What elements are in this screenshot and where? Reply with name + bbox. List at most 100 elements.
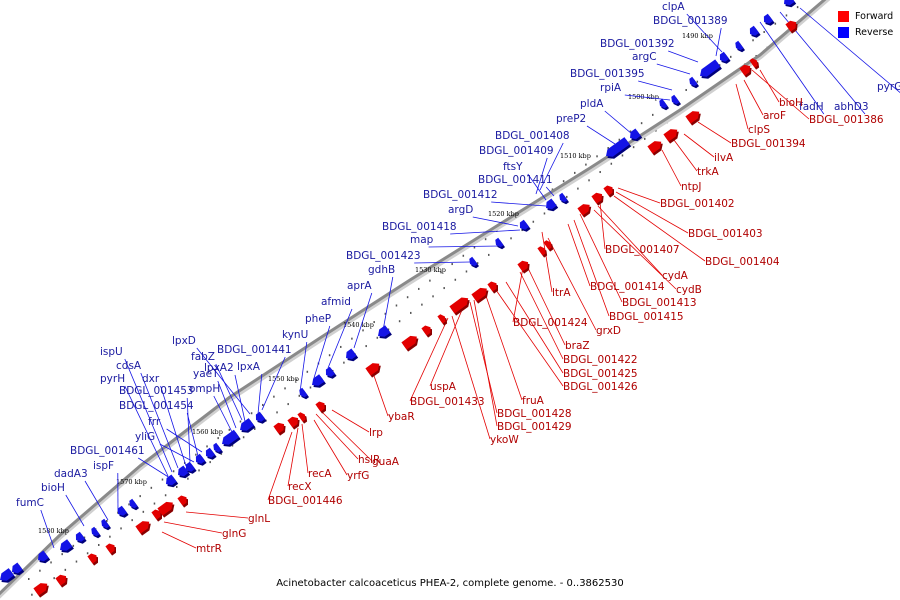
gene-labels: pyrG abhD3 fadH clpA BDGL_001389 BDGL_001392a… (16, 1, 900, 555)
forward-gene-label: ybaR (388, 411, 415, 423)
tick-mark-lower (31, 593, 33, 596)
forward-gene-arrow (401, 335, 417, 350)
tick-mark-upper (440, 271, 442, 274)
reverse-connector (124, 358, 173, 473)
reverse-gene-label: ftsY (503, 161, 523, 173)
reverse-connector (472, 216, 519, 227)
scale-label: 1580 kbp (38, 527, 69, 535)
tick-mark-lower (98, 543, 100, 546)
reverse-gene-arrow (312, 374, 325, 386)
tick-mark-upper (462, 254, 465, 257)
forward-connector (505, 281, 564, 374)
tick-mark-lower (187, 477, 189, 480)
tick-mark-upper (418, 287, 420, 290)
forward-gene-arrow (87, 553, 97, 564)
reverse-connector (160, 385, 187, 467)
tick-mark-lower (298, 394, 301, 397)
reverse-connector (299, 341, 308, 393)
reverse-gene-arrow (213, 442, 222, 453)
reverse-gene-arrow (195, 453, 206, 464)
tick-mark-upper (128, 503, 130, 506)
tick-mark-upper (406, 296, 409, 299)
tick-mark-upper (763, 30, 765, 33)
tick-mark-upper (161, 478, 164, 481)
reverse-swatch (838, 26, 849, 38)
reverse-gene-label: BDGL_001389 (653, 15, 728, 27)
forward-gene-label: mtrR (196, 543, 222, 555)
reverse-gene-label: lpxA (237, 361, 261, 373)
forward-connector (301, 423, 309, 474)
scale-label: 1520 kbp (488, 210, 519, 218)
forward-gene-arrow (537, 246, 546, 256)
reverse-gene-label: frr (148, 416, 161, 428)
forward-connector (495, 289, 564, 387)
tick-mark-lower (532, 220, 535, 223)
tick-mark-upper (150, 486, 153, 489)
reverse-gene-label: BDGL_001453 (119, 385, 194, 397)
tick-mark-lower (543, 212, 546, 215)
forward-gene-arrow (471, 287, 487, 302)
reverse-gene-arrow (205, 447, 216, 458)
reverse-gene-label: ispF (93, 460, 114, 472)
tick-mark-upper (774, 22, 777, 25)
reverse-gene-arrow (166, 474, 177, 486)
reverse-connector (668, 50, 699, 63)
tick-mark-upper (607, 147, 609, 150)
tick-mark-upper (306, 370, 309, 373)
forward-connector (599, 201, 606, 250)
forward-gene-arrow (421, 325, 431, 336)
tick-mark-lower (644, 137, 646, 140)
forward-gene-label: guaA (372, 456, 400, 468)
reverse-gene-arrow (75, 531, 86, 542)
tick-mark-lower (465, 270, 468, 273)
tick-mark-lower (421, 303, 423, 306)
forward-gene-label: ntpJ (681, 181, 702, 193)
forward-connector (451, 315, 491, 440)
tick-mark-upper (106, 519, 108, 522)
forward-gene-label: cydB (676, 284, 702, 296)
forward-connector (751, 69, 810, 120)
reverse-connector (656, 63, 691, 75)
reverse-gene-arrow (606, 137, 630, 157)
tick-mark-upper (273, 395, 275, 398)
tick-mark-upper (72, 544, 75, 547)
reverse-gene-label: abhD3 (834, 101, 869, 113)
reverse-connector (686, 13, 723, 53)
tick-mark-upper (551, 188, 554, 191)
forward-connector (613, 195, 706, 262)
tick-mark-lower (176, 485, 178, 488)
tick-mark-upper (139, 495, 141, 498)
reverse-connector (40, 509, 55, 549)
reverse-connector (527, 173, 547, 201)
tick-mark-upper (340, 345, 342, 348)
forward-connector (409, 317, 449, 402)
reverse-gene-arrow (38, 550, 49, 562)
reverse-connector (257, 373, 263, 415)
tick-mark-lower (242, 436, 245, 439)
reverse-gene-arrow (299, 387, 308, 398)
reverse-gene-label: BDGL_001418 (382, 221, 457, 233)
reverse-connector (186, 397, 191, 463)
tick-mark-lower (120, 527, 122, 530)
forward-connector (267, 431, 293, 501)
forward-gene-arrow (437, 314, 446, 324)
forward-gene-arrow (449, 297, 469, 314)
tick-mark-lower (309, 386, 312, 389)
forward-gene-arrow (33, 583, 48, 596)
tick-mark-upper (195, 453, 197, 456)
reverse-connector (217, 380, 237, 429)
genome-caption: Acinetobacter calcoaceticus PHEA-2, comp… (276, 578, 624, 589)
reverse-gene-label: pldA (580, 98, 604, 110)
reverse-connector (213, 395, 233, 433)
legend: Forward Reverse (838, 8, 893, 40)
forward-swatch (838, 10, 849, 22)
reverse-connector (381, 276, 394, 337)
tick-mark-upper (239, 420, 242, 423)
forward-gene-label: ltrA (552, 287, 571, 299)
tick-mark-upper (429, 279, 431, 282)
reverse-connector (450, 229, 521, 235)
tick-mark-upper (351, 337, 353, 340)
forward-connector (287, 427, 299, 487)
forward-gene-label: hslR (358, 454, 380, 466)
reverse-connector (638, 80, 673, 91)
